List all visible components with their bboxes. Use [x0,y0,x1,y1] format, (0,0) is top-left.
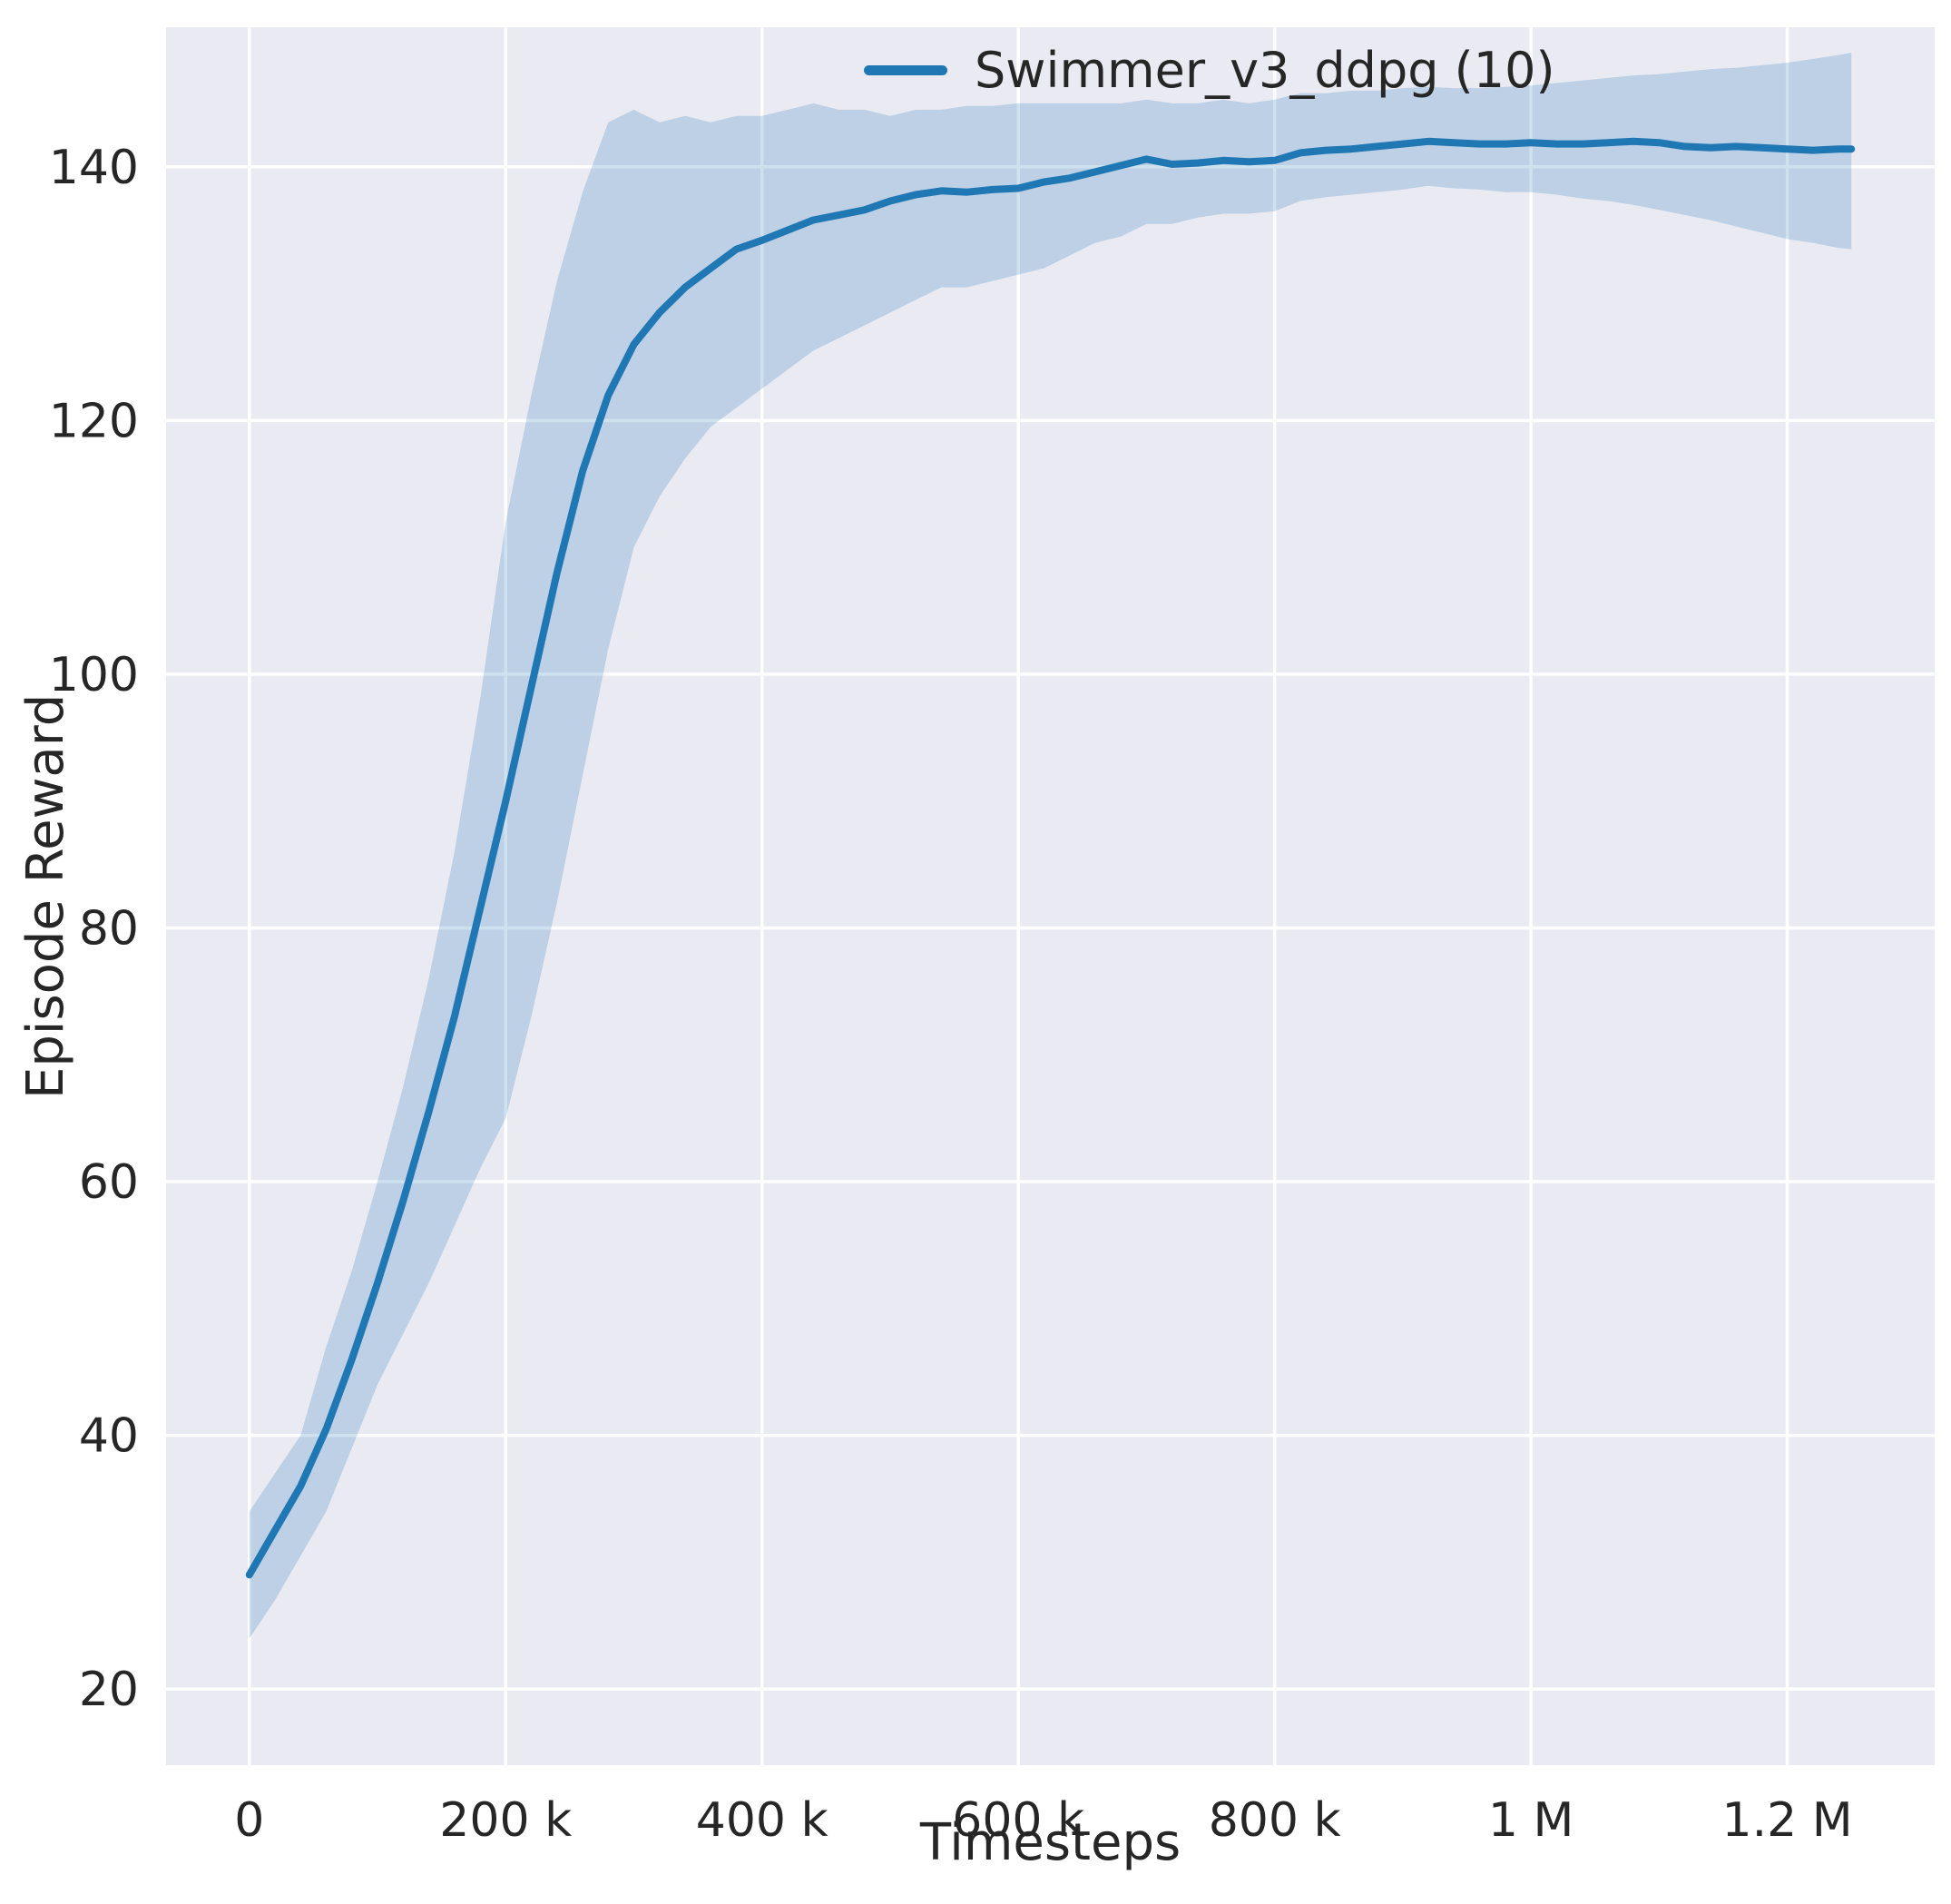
svg-text:40: 40 [79,1409,139,1464]
legend-label: Swimmer_v3_ddpg (10) [975,42,1555,99]
legend: Swimmer_v3_ddpg (10) [864,42,1555,99]
svg-text:100: 100 [49,648,139,702]
y-axis-label: Episode Reward [16,693,75,1099]
svg-text:0: 0 [234,1793,264,1848]
svg-text:400 k: 400 k [696,1793,828,1848]
svg-text:140: 140 [49,141,139,195]
svg-text:80: 80 [79,901,139,956]
x-axis-label: Timesteps [919,1813,1181,1872]
svg-text:120: 120 [49,394,139,448]
svg-text:800 k: 800 k [1209,1793,1341,1848]
svg-text:1 M: 1 M [1488,1793,1574,1848]
svg-text:1.2 M: 1.2 M [1722,1793,1853,1848]
svg-text:20: 20 [79,1663,139,1717]
legend-line-sample [864,65,947,75]
svg-text:600 k: 600 k [952,1793,1084,1848]
svg-text:60: 60 [79,1155,139,1210]
svg-text:200 k: 200 k [439,1793,572,1848]
